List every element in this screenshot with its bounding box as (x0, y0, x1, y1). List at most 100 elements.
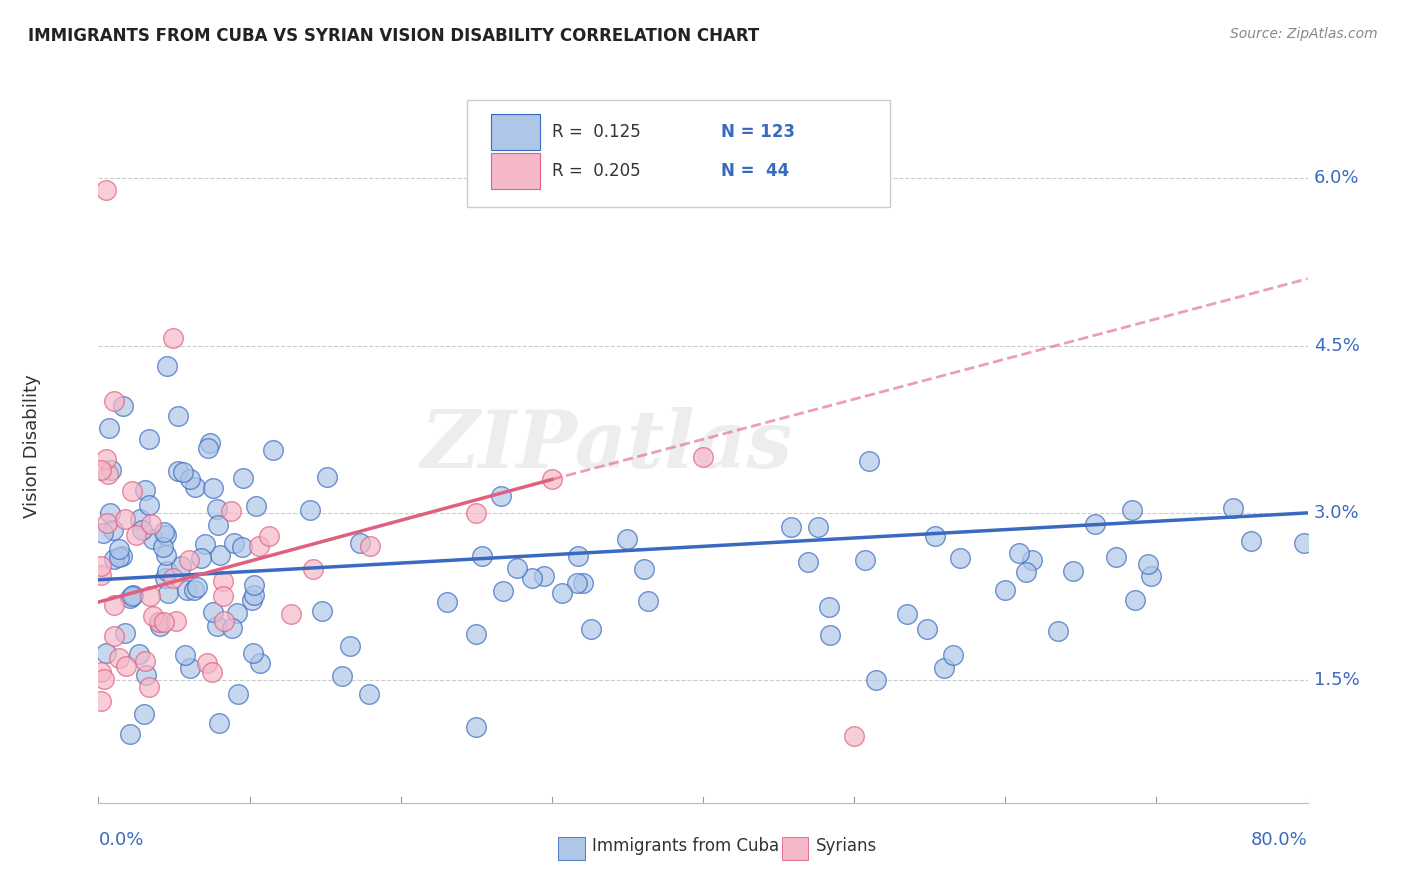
Text: Vision Disability: Vision Disability (22, 374, 41, 518)
Bar (558, 837, 585, 860)
Point (153, 572, 176, 586)
Point (205, 619, 228, 633)
Point (257, 529, 280, 543)
Text: 0.0%: 0.0% (98, 830, 143, 848)
Text: IMMIGRANTS FROM CUBA VS SYRIAN VISION DISABILITY CORRELATION CHART: IMMIGRANTS FROM CUBA VS SYRIAN VISION DI… (28, 27, 759, 45)
Point (132, 706, 155, 721)
Point (232, 471, 254, 485)
Point (924, 529, 946, 543)
Point (949, 551, 972, 566)
Text: 6.0%: 6.0% (1313, 169, 1360, 187)
Bar (492, 153, 540, 189)
Point (103, 552, 125, 566)
Text: ZIPatlas: ZIPatlas (420, 408, 793, 484)
Point (994, 583, 1017, 598)
Point (226, 687, 249, 701)
Text: 4.5%: 4.5% (1313, 336, 1360, 355)
Point (190, 551, 212, 566)
Point (90, 568, 112, 582)
Point (111, 399, 134, 413)
Point (245, 499, 267, 513)
Point (205, 502, 228, 516)
Point (155, 548, 177, 562)
Point (90, 559, 112, 574)
Point (162, 331, 184, 345)
Point (540, 472, 562, 486)
Point (107, 541, 129, 556)
Point (221, 621, 243, 635)
Text: 1.5%: 1.5% (1313, 671, 1360, 690)
Point (280, 607, 302, 622)
Point (1021, 553, 1043, 567)
Point (865, 673, 887, 687)
Point (818, 599, 841, 614)
Point (134, 483, 156, 497)
Point (567, 576, 589, 591)
Point (142, 609, 165, 624)
Point (224, 536, 246, 550)
Point (121, 484, 143, 499)
Point (129, 511, 152, 525)
Point (820, 628, 842, 642)
Point (807, 519, 830, 533)
Point (212, 614, 235, 628)
Point (90, 463, 112, 477)
Point (162, 571, 184, 585)
Point (155, 528, 177, 542)
Point (156, 359, 179, 373)
Text: Source: ZipAtlas.com: Source: ZipAtlas.com (1230, 27, 1378, 41)
Point (1008, 546, 1031, 560)
Point (339, 640, 361, 654)
Point (637, 594, 659, 608)
Point (141, 516, 163, 531)
Point (207, 518, 229, 533)
Point (1294, 536, 1316, 550)
Point (1015, 565, 1038, 579)
Point (131, 523, 153, 537)
Point (506, 561, 529, 575)
Point (142, 532, 165, 546)
Point (1222, 500, 1244, 515)
Point (167, 409, 190, 423)
Point (243, 588, 266, 602)
Point (436, 595, 458, 609)
Point (211, 574, 233, 588)
Point (114, 626, 136, 640)
Point (1047, 624, 1070, 639)
Point (330, 668, 353, 682)
Point (465, 506, 488, 520)
Point (90, 694, 112, 708)
Point (231, 540, 253, 554)
Point (1121, 503, 1143, 517)
Point (103, 523, 125, 537)
Point (125, 528, 148, 542)
Point (91, 526, 114, 541)
FancyBboxPatch shape (467, 100, 890, 207)
Point (550, 585, 572, 599)
Point (471, 549, 494, 563)
Point (299, 503, 322, 517)
Point (111, 549, 134, 563)
Point (896, 607, 918, 622)
Point (780, 520, 803, 534)
Point (198, 436, 221, 450)
Text: R =  0.205: R = 0.205 (551, 162, 641, 180)
Point (103, 394, 125, 409)
Point (465, 627, 488, 641)
Point (301, 562, 323, 576)
Point (93, 673, 115, 687)
Point (225, 606, 247, 620)
Point (572, 576, 595, 591)
Point (240, 593, 263, 607)
Text: Immigrants from Cuba: Immigrants from Cuba (592, 837, 779, 855)
Point (153, 615, 176, 629)
Point (194, 536, 217, 550)
Point (311, 605, 333, 619)
Point (138, 432, 160, 446)
Point (122, 588, 145, 602)
Point (616, 532, 638, 546)
Point (108, 550, 131, 565)
Point (179, 472, 201, 486)
Point (581, 622, 603, 636)
Point (489, 489, 512, 503)
